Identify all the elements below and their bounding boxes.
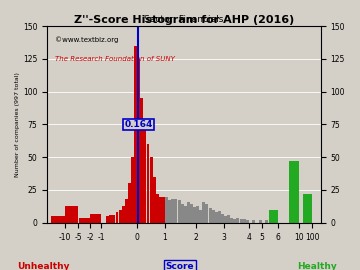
- Bar: [177, 201, 180, 223]
- Text: Sector: Financials: Sector: Financials: [144, 15, 224, 24]
- Bar: [202, 202, 205, 223]
- Bar: [252, 220, 255, 223]
- Text: Healthy: Healthy: [297, 262, 337, 270]
- Text: ©www.textbiz.org: ©www.textbiz.org: [55, 36, 118, 43]
- Bar: [106, 216, 109, 223]
- Bar: [131, 157, 134, 223]
- Text: The Research Foundation of SUNY: The Research Foundation of SUNY: [55, 56, 175, 62]
- Text: 0.164: 0.164: [125, 120, 153, 129]
- Text: Score: Score: [166, 262, 194, 270]
- Bar: [150, 157, 153, 223]
- Bar: [233, 219, 237, 223]
- Bar: [112, 215, 115, 223]
- Bar: [243, 219, 246, 223]
- Bar: [168, 201, 171, 223]
- Bar: [265, 220, 268, 223]
- Bar: [147, 144, 149, 223]
- Bar: [199, 210, 202, 223]
- Bar: [109, 215, 112, 223]
- Bar: [230, 218, 233, 223]
- Bar: [128, 183, 131, 223]
- Text: Unhealthy: Unhealthy: [17, 262, 69, 270]
- Bar: [221, 214, 224, 223]
- Bar: [64, 206, 78, 223]
- Bar: [118, 210, 122, 223]
- Bar: [79, 218, 90, 223]
- Bar: [240, 219, 243, 223]
- Bar: [258, 220, 262, 223]
- Title: Z''-Score Histogram for AHP (2016): Z''-Score Histogram for AHP (2016): [74, 15, 294, 25]
- Bar: [237, 218, 239, 223]
- Bar: [90, 214, 101, 223]
- Bar: [181, 204, 184, 223]
- Bar: [159, 197, 162, 223]
- Bar: [140, 98, 143, 223]
- Bar: [165, 197, 168, 223]
- Bar: [289, 161, 298, 223]
- Bar: [302, 194, 312, 223]
- Bar: [206, 204, 208, 223]
- Bar: [187, 202, 190, 223]
- Bar: [137, 59, 140, 223]
- Bar: [227, 215, 230, 223]
- Bar: [269, 210, 278, 223]
- Bar: [125, 199, 128, 223]
- Bar: [116, 212, 118, 223]
- Bar: [171, 199, 174, 223]
- Bar: [134, 46, 137, 223]
- Bar: [184, 206, 187, 223]
- Bar: [208, 208, 212, 223]
- Bar: [218, 211, 221, 223]
- Bar: [193, 207, 196, 223]
- Bar: [196, 206, 199, 223]
- Bar: [212, 210, 215, 223]
- Bar: [175, 199, 177, 223]
- Bar: [143, 124, 147, 223]
- Bar: [122, 206, 125, 223]
- Bar: [51, 216, 64, 223]
- Bar: [153, 177, 156, 223]
- Bar: [190, 204, 193, 223]
- Bar: [162, 197, 165, 223]
- Bar: [215, 212, 218, 223]
- Bar: [224, 216, 227, 223]
- Bar: [246, 220, 249, 223]
- Bar: [156, 194, 159, 223]
- Y-axis label: Number of companies (997 total): Number of companies (997 total): [15, 72, 20, 177]
